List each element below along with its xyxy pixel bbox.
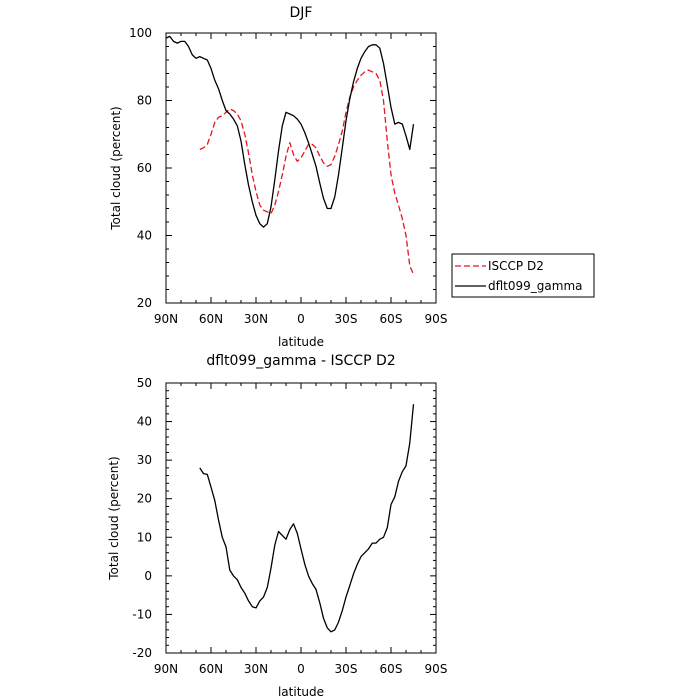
difference-x-tick-label: 30S [335,662,358,676]
difference-y-tick-label: 30 [137,453,152,467]
difference-x-tick-label: 90N [154,662,178,676]
difference-x-tick-label: 90S [425,662,448,676]
djf-x-tick-label: 90N [154,312,178,326]
difference-y-tick-label: 50 [137,376,152,390]
difference-series-lines [199,404,415,633]
djf-x-tick-label: 0 [297,312,305,326]
djf-y-tick-label: 60 [137,161,152,175]
djf-y-tick-label: 20 [137,296,152,310]
difference-y-tick-labels: -20 -10 0 10 20 30 40 50 [132,376,152,660]
djf-series-line-0 [199,69,415,275]
djf-y-tick-label: 40 [137,229,152,243]
difference-x-tick-label: 0 [297,662,305,676]
djf-panel: DJF 90N 60N 30N 0 30S 60S 90S 20 40 60 80 100 lati… [109,5,447,349]
djf-series-lines [165,35,415,275]
legend-label-dflt099: dflt099_gamma [488,279,583,293]
djf-x-tick-label: 60N [199,312,223,326]
difference-panel: dflt099_gamma - ISCCP D2 90N 60N 30N 0 30S 60… [107,353,447,699]
difference-y-tick-label: 10 [137,530,152,544]
difference-title: dflt099_gamma - ISCCP D2 [206,353,395,369]
difference-x-tick-labels: 90N 60N 30N 0 30S 60S 90S [154,662,448,676]
djf-plot-frame [165,32,437,304]
djf-y-tick-label: 100 [129,26,152,40]
djf-x-tick-label: 60S [380,312,403,326]
djf-series-line-1 [165,35,415,228]
djf-x-tick-label: 30N [244,312,268,326]
difference-x-axis-label: latitude [278,685,324,699]
difference-y-tick-label: 40 [137,415,152,429]
djf-x-tick-label: 90S [425,312,448,326]
difference-ticks [165,382,437,654]
difference-y-axis-label: Total cloud (percent) [107,456,121,580]
djf-y-tick-labels: 20 40 60 80 100 [129,26,152,310]
djf-title: DJF [290,5,313,21]
difference-y-tick-label: 0 [144,569,152,583]
difference-series-line-0 [199,404,415,633]
djf-x-tick-label: 30S [335,312,358,326]
legend-box [451,253,595,298]
djf-y-tick-label: 80 [137,94,152,108]
difference-y-tick-label: 20 [137,492,152,506]
djf-y-axis-label: Total cloud (percent) [109,106,123,230]
djf-ticks [165,32,437,304]
difference-x-tick-label: 60N [199,662,223,676]
legend: ISCCP D2 dflt099_gamma [451,253,595,298]
legend-label-isccp: ISCCP D2 [488,259,544,273]
difference-x-tick-label: 60S [380,662,403,676]
difference-x-tick-label: 30N [244,662,268,676]
difference-y-tick-label: -20 [132,646,152,660]
difference-y-tick-label: -10 [132,607,152,621]
djf-x-axis-label: latitude [278,335,324,349]
djf-x-tick-labels: 90N 60N 30N 0 30S 60S 90S [154,312,448,326]
difference-plot-frame [165,382,437,654]
